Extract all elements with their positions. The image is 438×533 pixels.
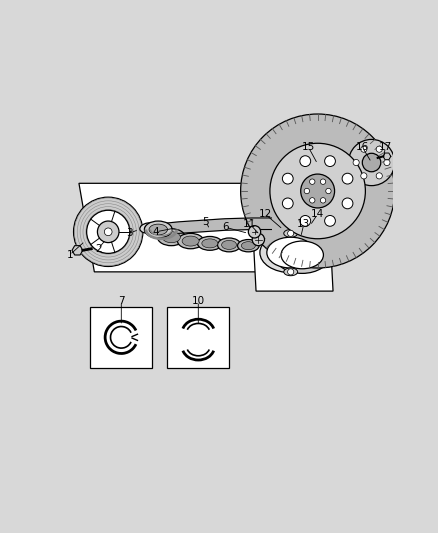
Text: 12: 12 bbox=[259, 209, 272, 219]
Text: 13: 13 bbox=[297, 219, 311, 229]
Circle shape bbox=[342, 173, 353, 184]
Ellipse shape bbox=[218, 238, 240, 252]
Circle shape bbox=[97, 221, 119, 243]
Circle shape bbox=[248, 225, 261, 238]
Ellipse shape bbox=[284, 230, 298, 237]
Ellipse shape bbox=[237, 239, 259, 252]
Circle shape bbox=[283, 198, 293, 209]
Ellipse shape bbox=[149, 224, 167, 235]
Ellipse shape bbox=[140, 223, 157, 233]
Circle shape bbox=[326, 188, 331, 193]
Circle shape bbox=[300, 215, 311, 227]
Text: 11: 11 bbox=[243, 219, 257, 229]
Circle shape bbox=[300, 156, 311, 166]
Circle shape bbox=[325, 215, 336, 227]
Text: 6: 6 bbox=[222, 222, 229, 232]
Circle shape bbox=[384, 159, 390, 166]
Circle shape bbox=[104, 228, 112, 236]
Text: 3: 3 bbox=[126, 228, 132, 238]
Ellipse shape bbox=[177, 233, 204, 249]
Circle shape bbox=[320, 198, 326, 203]
Circle shape bbox=[361, 173, 367, 179]
Circle shape bbox=[240, 114, 395, 268]
Circle shape bbox=[349, 140, 395, 185]
Circle shape bbox=[283, 173, 293, 184]
Circle shape bbox=[362, 154, 381, 172]
Polygon shape bbox=[156, 218, 272, 235]
Circle shape bbox=[288, 230, 294, 237]
Circle shape bbox=[310, 179, 315, 184]
Polygon shape bbox=[383, 153, 391, 160]
Ellipse shape bbox=[284, 268, 298, 276]
Ellipse shape bbox=[222, 240, 237, 249]
Circle shape bbox=[288, 269, 294, 275]
Circle shape bbox=[376, 173, 382, 179]
Text: 5: 5 bbox=[203, 217, 209, 227]
Ellipse shape bbox=[275, 237, 330, 273]
Circle shape bbox=[320, 179, 326, 184]
Ellipse shape bbox=[281, 241, 323, 269]
Polygon shape bbox=[252, 218, 333, 291]
Text: 14: 14 bbox=[311, 209, 324, 219]
Circle shape bbox=[301, 174, 335, 208]
Circle shape bbox=[376, 146, 382, 152]
Text: 7: 7 bbox=[118, 296, 124, 306]
Ellipse shape bbox=[182, 236, 199, 246]
Ellipse shape bbox=[198, 237, 222, 251]
Polygon shape bbox=[72, 246, 83, 255]
Text: 17: 17 bbox=[379, 142, 392, 152]
Text: 2: 2 bbox=[95, 244, 102, 254]
Circle shape bbox=[325, 156, 336, 166]
Text: 15: 15 bbox=[302, 142, 315, 152]
Circle shape bbox=[252, 233, 265, 246]
Circle shape bbox=[312, 220, 320, 228]
Circle shape bbox=[310, 198, 315, 203]
Circle shape bbox=[270, 143, 365, 239]
Ellipse shape bbox=[241, 241, 255, 249]
Text: 1: 1 bbox=[67, 250, 73, 260]
Text: 16: 16 bbox=[356, 142, 369, 152]
Ellipse shape bbox=[202, 239, 218, 248]
Circle shape bbox=[342, 198, 353, 209]
Ellipse shape bbox=[145, 221, 172, 238]
Polygon shape bbox=[79, 183, 294, 272]
Ellipse shape bbox=[260, 232, 321, 273]
Ellipse shape bbox=[145, 225, 152, 230]
Bar bbox=[167, 306, 229, 368]
Ellipse shape bbox=[158, 229, 185, 246]
Circle shape bbox=[361, 146, 367, 152]
Circle shape bbox=[304, 188, 310, 193]
Circle shape bbox=[87, 210, 130, 253]
Bar bbox=[91, 306, 152, 368]
Ellipse shape bbox=[162, 232, 180, 243]
Text: 10: 10 bbox=[192, 296, 205, 306]
Circle shape bbox=[353, 159, 359, 166]
Circle shape bbox=[74, 197, 143, 266]
Text: 4: 4 bbox=[152, 227, 159, 237]
Ellipse shape bbox=[267, 237, 314, 268]
